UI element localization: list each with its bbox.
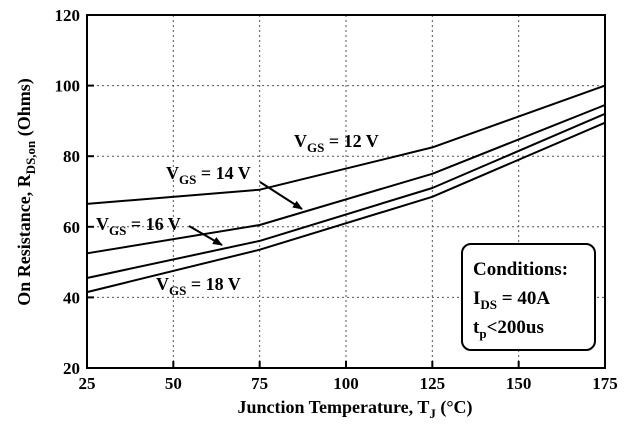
annotation-vgs-14: VGS = 14 V bbox=[166, 163, 251, 187]
y-tick-label: 40 bbox=[63, 288, 80, 307]
y-tick-label: 100 bbox=[55, 77, 81, 96]
y-tick-label: 60 bbox=[63, 218, 80, 237]
y-axis-title: On Resistance, RDS,on (Ohms) bbox=[14, 78, 38, 306]
annotation-vgs-12: VGS = 12 V bbox=[294, 131, 379, 155]
conditions-title: Conditions: bbox=[473, 259, 568, 280]
y-tick-label: 80 bbox=[63, 147, 80, 166]
x-tick-label: 25 bbox=[79, 374, 96, 393]
arrow-vgs-14 bbox=[260, 182, 302, 209]
y-tick-label: 20 bbox=[63, 359, 80, 378]
x-tick-label: 175 bbox=[592, 374, 618, 393]
conditions-box: Conditions: IDS = 40A tp<200us bbox=[462, 244, 595, 350]
y-tick-label: 120 bbox=[55, 6, 81, 25]
annotation-vgs-16: VGS = 16 V bbox=[96, 214, 181, 238]
x-tick-label: 50 bbox=[165, 374, 182, 393]
x-axis-title: Junction Temperature, TJ (°C) bbox=[237, 397, 472, 421]
x-tick-label: 75 bbox=[251, 374, 268, 393]
annotation-vgs-18: VGS = 18 V bbox=[156, 274, 241, 298]
x-tick-label: 100 bbox=[333, 374, 359, 393]
x-tick-label: 125 bbox=[420, 374, 446, 393]
x-tick-label: 150 bbox=[506, 374, 532, 393]
